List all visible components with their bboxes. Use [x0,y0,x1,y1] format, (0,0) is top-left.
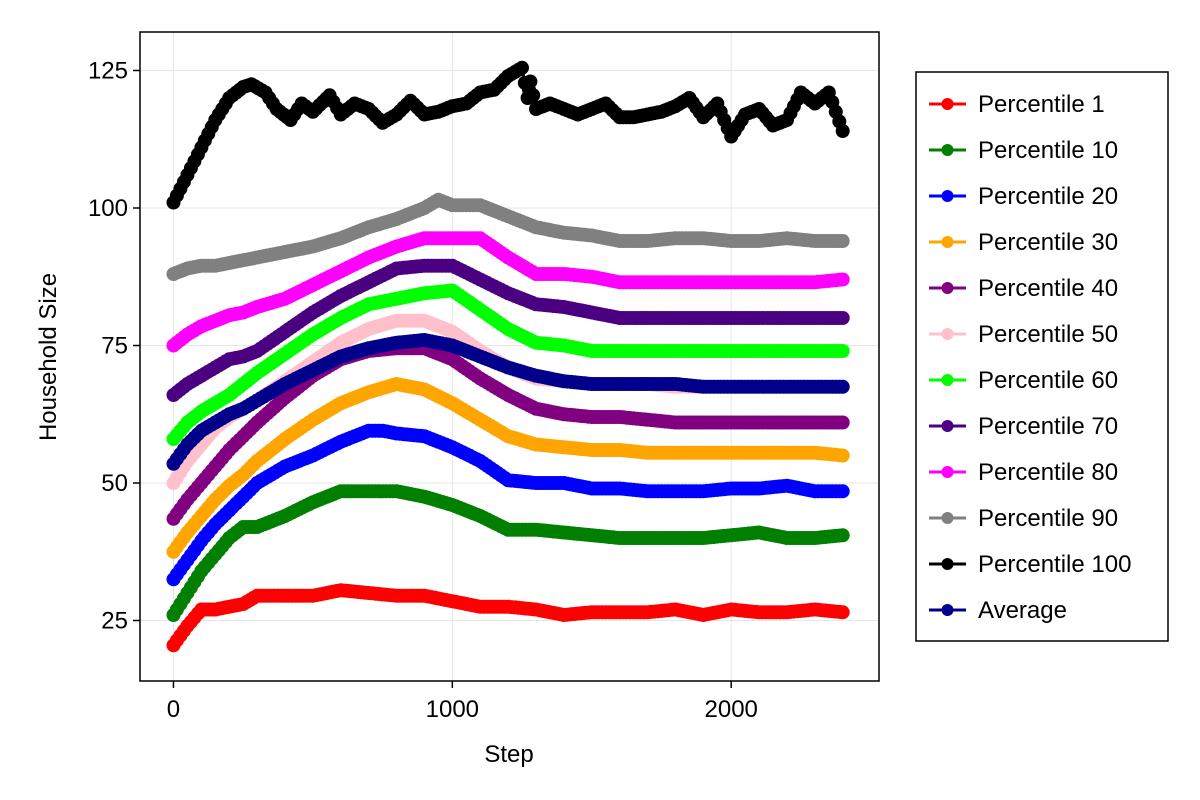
series-percentile-40 [166,341,850,526]
legend-item-percentile-90: Percentile 90 [929,505,1118,532]
legend-swatch-marker [941,190,954,202]
y-axis-label: Household Size [35,273,62,441]
legend-swatch-marker [941,466,954,478]
legend-item-percentile-20: Percentile 20 [929,183,1118,210]
legend-item-percentile-100: Percentile 100 [929,551,1131,578]
legend-swatch-marker [941,512,954,524]
series-percentile-100-point [523,74,538,89]
series-percentile-30-point [835,448,850,463]
legend-label: Percentile 90 [978,505,1118,532]
legend-item-percentile-80: Percentile 80 [929,459,1118,486]
series-percentile-60 [166,283,850,446]
legend-label: Percentile 20 [978,183,1118,210]
y-tick-label: 50 [101,470,128,497]
legend-item-percentile-50: Percentile 50 [929,321,1118,348]
y-tick-label: 125 [88,58,128,85]
series-percentile-100-point [835,124,850,138]
legend-label: Percentile 100 [978,551,1131,578]
x-axis-label: Step [484,741,533,768]
legend-label: Percentile 50 [978,321,1118,348]
legend-swatch-marker [941,374,954,386]
legend-item-percentile-60: Percentile 60 [929,367,1118,394]
y-tick-label: 100 [88,195,128,222]
legend-label: Percentile 10 [978,137,1118,164]
series-percentile-10 [166,484,850,622]
series-percentile-100 [166,60,850,210]
x-tick-label: 2000 [705,696,758,723]
legend-frame [915,71,1169,642]
series-percentile-30 [166,377,850,559]
legend-label: Percentile 70 [978,413,1118,440]
legend-item-percentile-1: Percentile 1 [929,91,1105,118]
legend-item-percentile-70: Percentile 70 [929,413,1118,440]
series-percentile-100-point [526,88,541,103]
series-percentile-100-point [515,60,529,75]
x-tick-label: 1000 [426,696,479,723]
legend-label: Average [978,597,1067,624]
y-axis-ticks: 25 50 75 100 125 [88,58,140,635]
legend-swatch-marker [941,144,954,156]
plot-series [166,60,850,653]
legend-swatch-marker [941,236,954,248]
series-percentile-80-point [835,272,850,287]
series-percentile-10-point [835,528,850,543]
legend-item-percentile-30: Percentile 30 [929,229,1118,256]
series-percentile-40-point [835,415,850,430]
legend-label: Percentile 40 [978,275,1118,302]
x-axis-ticks: 0 1000 2000 [167,681,758,723]
y-tick-label: 25 [101,608,128,635]
series-percentile-80 [166,231,850,353]
series-percentile-90 [166,192,850,281]
legend-swatch-marker [941,282,954,294]
plot-frame [139,31,880,682]
legend-swatch-marker [941,558,954,570]
series-percentile-20-point [835,484,850,499]
series-percentile-60-point [835,344,850,358]
legend-swatch-marker [941,98,954,110]
series-percentile-20 [166,423,850,587]
series-percentile-1-point [835,605,850,620]
series-average [166,333,850,471]
series-percentile-70 [166,258,850,402]
legend-swatch-marker [941,328,954,340]
legend-swatch-marker [941,420,954,432]
legend-swatch-marker [941,604,954,616]
legend-label: Percentile 60 [978,367,1118,394]
legend-item-percentile-40: Percentile 40 [929,275,1118,302]
series-average-point [835,379,850,394]
series-percentile-90-point [835,234,850,248]
legend-label: Percentile 30 [978,229,1118,256]
legend-item-average: Average [929,597,1067,624]
y-tick-label: 75 [101,333,128,360]
series-percentile-1 [166,583,850,653]
series-percentile-100-line [172,65,845,204]
x-tick-label: 0 [167,696,180,723]
legend-label: Percentile 80 [978,459,1118,486]
legend: Percentile 1 Percentile 10 Percentile 20 Pe… [915,71,1169,642]
series-percentile-70-point [835,311,850,325]
legend-item-percentile-10: Percentile 10 [929,137,1118,164]
legend-label: Percentile 1 [978,91,1105,118]
